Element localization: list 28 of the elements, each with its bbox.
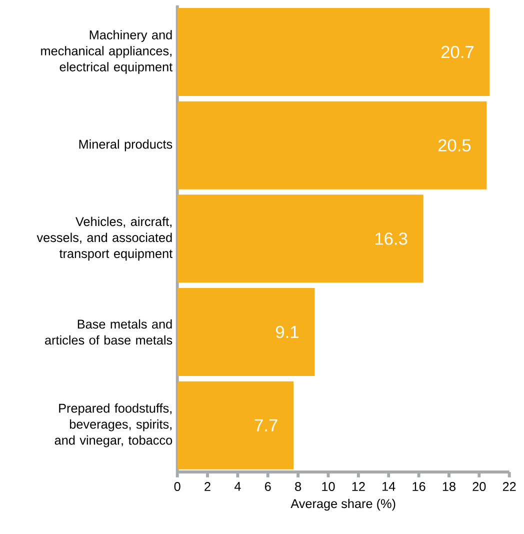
bar xyxy=(177,288,315,376)
x-tick-label: 18 xyxy=(442,482,456,492)
bar xyxy=(177,101,487,190)
x-tick-label: 10 xyxy=(322,482,335,492)
x-tick-label: 22 xyxy=(502,482,516,491)
x-tick-label: 2 xyxy=(204,482,210,491)
data-label: 9.1 xyxy=(276,326,298,338)
y-tick-label: Mineral products xyxy=(79,139,172,152)
x-tick-label: 16 xyxy=(412,482,426,492)
data-label: 7.7 xyxy=(254,419,278,432)
y-tick-label: Base metals and articles of base metals xyxy=(45,319,172,345)
x-axis-title: Average share (%) xyxy=(290,498,396,511)
bar xyxy=(177,8,490,96)
y-tick-label: Prepared foodstuffs, beverages, spirits, and vinegar, tobacco xyxy=(54,403,172,448)
x-tick-label: 0 xyxy=(174,482,180,492)
bar xyxy=(177,194,424,283)
data-label: 20.5 xyxy=(438,139,471,152)
x-tick-label: 6 xyxy=(265,482,271,492)
bar xyxy=(177,381,294,470)
x-tick-label: 14 xyxy=(382,482,396,491)
y-tick-label: Vehicles, aircraft, vessels, and associated transport equipment xyxy=(36,216,173,261)
x-tick-label: 4 xyxy=(234,482,241,491)
data-label: 16.3 xyxy=(376,232,408,245)
x-tick-label: 20 xyxy=(472,482,486,492)
x-tick-label: 8 xyxy=(295,482,302,492)
data-label: 20.7 xyxy=(441,46,474,58)
y-tick-label: Machinery and mechanical appliances, electrical equipment xyxy=(41,30,173,74)
x-tick-label: 12 xyxy=(352,482,365,491)
